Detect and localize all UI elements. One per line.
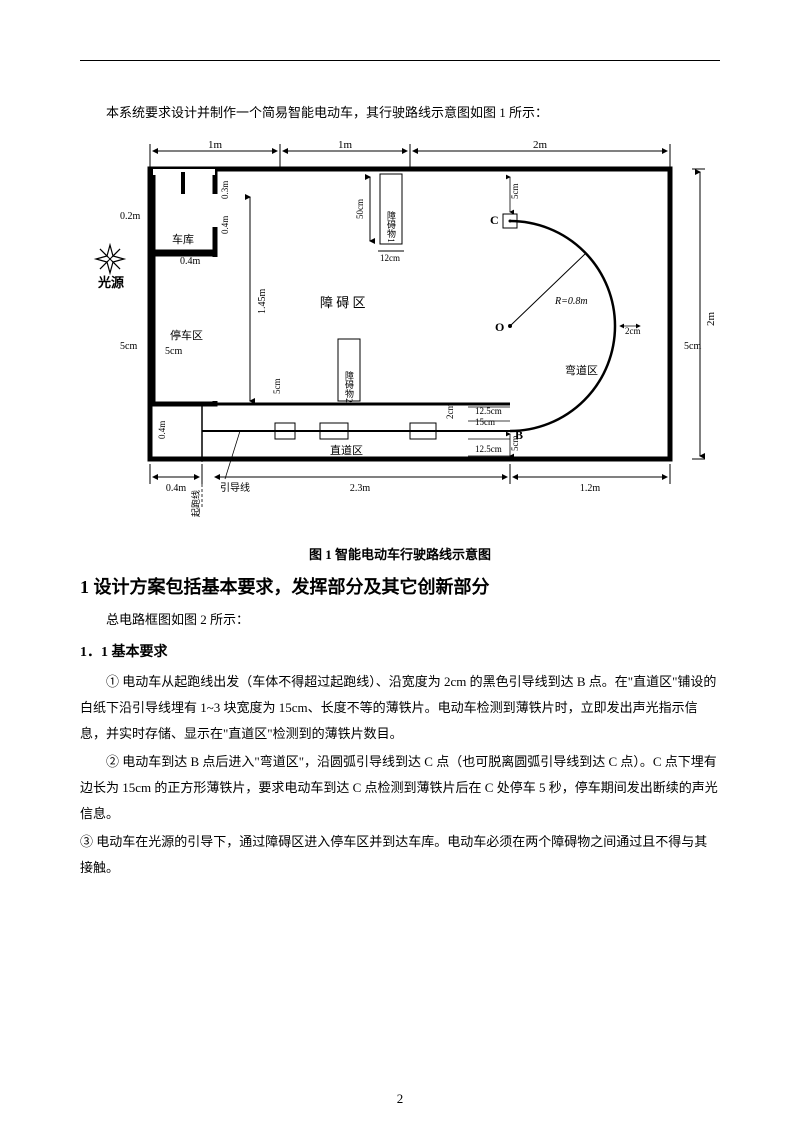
svg-text:障碍物2: 障碍物2 [344, 371, 354, 404]
light-source-label: 光源 [97, 275, 124, 290]
route-diagram: 1m 1m 2m 2m 5cm 0.4m 2.3m 1.2m 车库 0.3m 0… [80, 139, 720, 519]
svg-text:0.4m: 0.4m [166, 483, 187, 494]
svg-text:1m: 1m [338, 139, 353, 151]
svg-text:5cm: 5cm [165, 346, 182, 357]
requirement-2: ② 电动车到达 B 点后进入"弯道区"，沿圆弧引导线到达 C 点（也可脱离圆弧引… [80, 749, 720, 827]
svg-text:5cm: 5cm [510, 436, 520, 452]
svg-text:0.4m: 0.4m [180, 256, 201, 267]
diagram-svg: 1m 1m 2m 2m 5cm 0.4m 2.3m 1.2m 车库 0.3m 0… [80, 139, 720, 519]
svg-text:12cm: 12cm [380, 253, 400, 263]
requirement-3: ③ 电动车在光源的引导下，通过障碍区进入停车区并到达车库。电动车必须在两个障碍物… [80, 829, 720, 881]
svg-text:12.5cm: 12.5cm [475, 406, 502, 416]
svg-text:1.45m: 1.45m [257, 289, 268, 315]
svg-text:0.4m: 0.4m [157, 421, 167, 439]
svg-text:2cm: 2cm [445, 404, 455, 420]
svg-text:2m: 2m [533, 139, 548, 151]
svg-text:50cm: 50cm [355, 199, 365, 219]
section-1-1-heading: 1．1 基本要求 [80, 641, 720, 661]
svg-text:0.3m: 0.3m [220, 181, 230, 199]
svg-text:2cm: 2cm [625, 326, 641, 336]
svg-text:5cm: 5cm [120, 341, 137, 352]
figure-caption: 图 1 智能电动车行驶路线示意图 [80, 544, 720, 563]
svg-text:R=0.8m: R=0.8m [554, 296, 588, 307]
svg-text:12.5cm: 12.5cm [475, 444, 502, 454]
svg-text:15cm: 15cm [475, 417, 495, 427]
requirement-1: ① 电动车从起跑线出发（车体不得超过起跑线）、沿宽度为 2cm 的黑色引导线到达… [80, 669, 720, 747]
outer-box [150, 169, 670, 459]
svg-text:0.2m: 0.2m [120, 211, 141, 222]
intro-paragraph: 本系统要求设计并制作一个简易智能电动车，其行驶路线示意图如图 1 所示： [80, 101, 720, 124]
svg-text:O: O [495, 320, 504, 334]
header-rule [80, 60, 720, 61]
svg-text:障碍物1: 障碍物1 [386, 211, 396, 244]
svg-text:车库: 车库 [172, 232, 194, 246]
svg-text:2m: 2m [705, 312, 717, 327]
svg-text:1.2m: 1.2m [580, 483, 601, 494]
section-1-heading: 1 设计方案包括基本要求，发挥部分及其它创新部分 [80, 573, 720, 599]
svg-text:2.3m: 2.3m [350, 483, 371, 494]
curve-zone-label: 弯道区 [565, 363, 598, 377]
page-number: 2 [0, 1091, 800, 1107]
parking-box [153, 254, 215, 404]
svg-text:C: C [490, 213, 499, 227]
svg-text:5cm: 5cm [684, 341, 701, 352]
svg-text:0.4m: 0.4m [220, 216, 230, 234]
obstacle-zone-label: 障 碍 区 [320, 295, 366, 310]
light-source-icon [96, 245, 124, 273]
section-1-intro: 总电路框图如图 2 所示： [80, 607, 720, 633]
top-dimensions [150, 144, 670, 169]
curve-arc [510, 221, 615, 431]
lead-line-label: 引导线 [220, 481, 250, 494]
svg-text:停车区: 停车区 [170, 328, 203, 342]
svg-text:5cm: 5cm [272, 379, 282, 395]
svg-text:起跑线: 起跑线 [190, 490, 201, 517]
straight-zone-label: 直道区 [330, 443, 363, 457]
bottom-dims [150, 464, 670, 484]
svg-text:5cm: 5cm [510, 184, 520, 200]
right-dim [692, 169, 705, 459]
svg-text:1m: 1m [208, 139, 223, 151]
